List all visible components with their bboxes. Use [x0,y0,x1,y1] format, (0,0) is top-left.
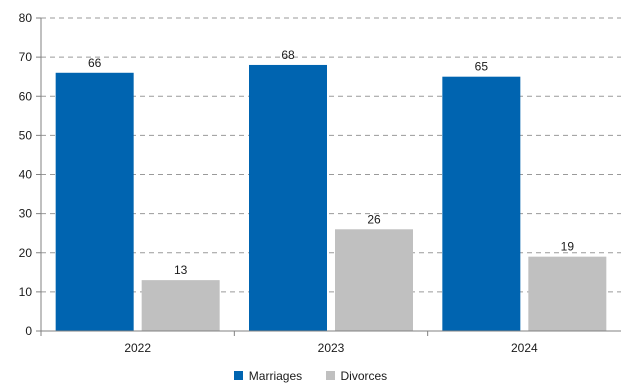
bar-divorces-2023 [335,229,413,331]
legend-label-divorces: Divorces [340,369,388,383]
y-tick-label-70: 70 [19,50,33,64]
y-tick-label-30: 30 [19,207,33,221]
legend: Marriages Divorces [0,369,621,385]
y-tick-label-80: 80 [19,11,33,25]
legend-item-marriages: Marriages [233,369,303,383]
data-label-marriages-2022: 66 [88,56,102,70]
bar-marriages-2023 [249,64,327,331]
x-tick-label-2022: 2022 [124,341,151,355]
data-label-marriages-2023: 68 [281,48,295,62]
legend-item-divorces: Divorces [325,369,388,383]
legend-swatch-marriages [233,371,243,380]
y-tick-label-40: 40 [19,168,33,182]
x-tick-label-2023: 2023 [318,341,345,355]
y-axis: 0 10 20 30 40 50 60 70 80 [19,11,42,338]
bars [55,64,607,332]
y-tick-label-50: 50 [19,128,33,142]
data-label-marriages-2024: 65 [475,60,489,74]
y-tick-label-20: 20 [19,246,33,260]
data-labels: 66 13 68 26 65 19 [88,48,574,277]
bar-divorces-2024 [528,256,607,331]
y-tick-label-60: 60 [19,89,33,103]
legend-label-marriages: Marriages [248,369,303,383]
legend-swatch-divorces [325,371,335,380]
x-tick-label-2024: 2024 [511,341,538,355]
bar-marriages-2022 [55,72,134,332]
x-axis: 2022 2023 2024 [40,330,621,355]
gridlines [41,17,621,293]
data-label-divorces-2022: 13 [174,263,188,277]
y-tick-label-0: 0 [25,324,32,338]
bar-divorces-2022 [141,280,220,331]
bar-marriages-2024 [442,76,521,331]
y-tick-label-10: 10 [19,285,33,299]
data-label-divorces-2023: 26 [367,212,381,226]
data-label-divorces-2024: 19 [561,240,575,254]
